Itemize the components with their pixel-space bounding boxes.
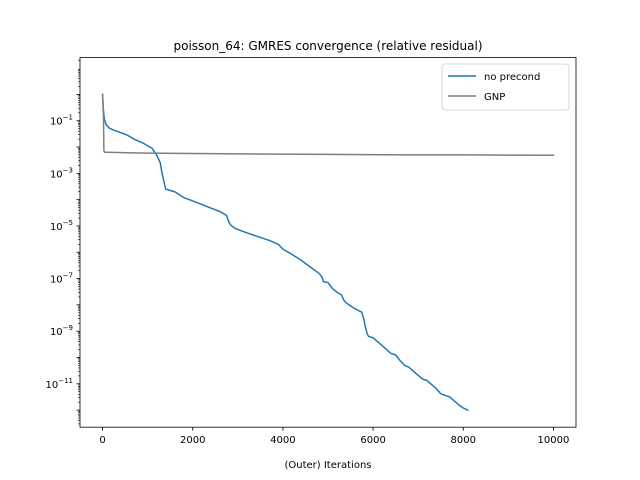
legend: no precond GNP [441,63,570,111]
y-tick-label: 10−5 [50,219,73,233]
x-axis-label: (Outer) Iterations [284,460,371,471]
x-tick-label: 4000 [270,435,295,446]
x-tick-label: 8000 [451,435,476,446]
y-tick-label: 10−7 [50,272,73,286]
chart-title: poisson_64: GMRES convergence (relative … [173,39,482,53]
legend-box [441,63,570,111]
legend-label-gnp: GNP [484,92,505,103]
y-tick-label: 10−1 [50,114,73,128]
x-tick-label: 10000 [538,435,570,446]
x-tick-label: 0 [99,435,105,446]
y-tick-label: 10−3 [50,166,73,180]
x-axis-ticks: 0 2000 4000 6000 8000 10000 [99,427,569,446]
y-tick-label: 10−11 [45,377,73,391]
x-tick-label: 2000 [180,435,205,446]
x-tick-label: 6000 [360,435,385,446]
y-axis-ticks: 10−1 10−3 10−5 10−7 10−9 10−11 [45,59,80,425]
y-tick-label: 10−9 [50,324,73,338]
series-line-gnp [101,93,555,156]
legend-label-no-precond: no precond [484,72,540,83]
axes-frame [79,57,577,428]
series-layer [101,93,555,412]
